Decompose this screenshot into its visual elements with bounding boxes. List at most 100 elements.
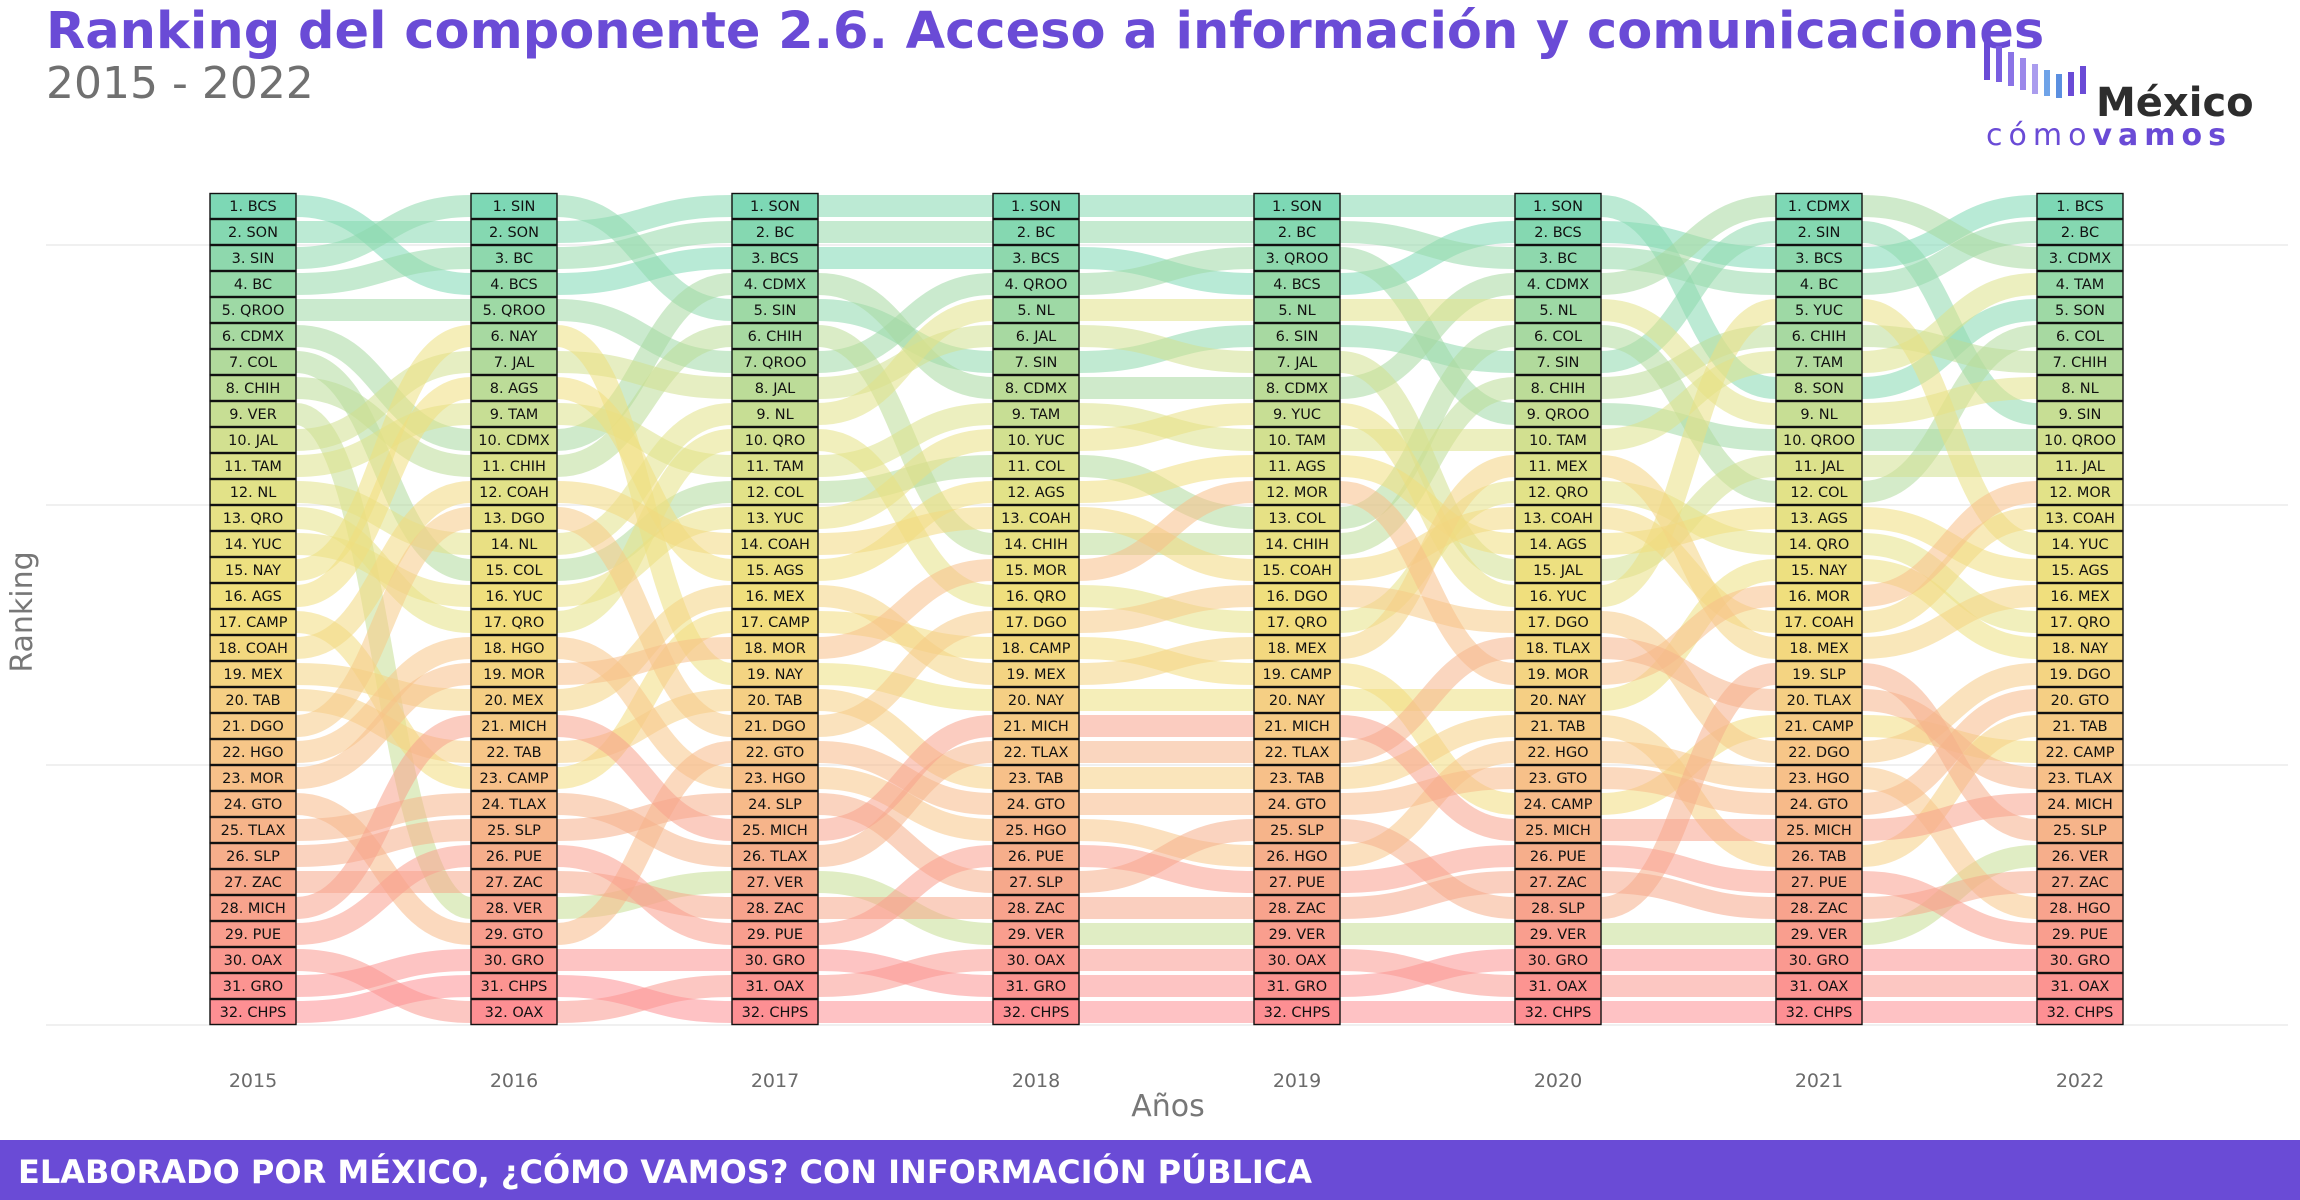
rank-box: [1775, 192, 1863, 220]
rank-box: [731, 374, 819, 402]
rank-box: [992, 478, 1080, 506]
rank-box: [1253, 322, 1341, 350]
rank-label: 12. MOR: [2049, 485, 2111, 501]
rank-label: 17. DGO: [1527, 615, 1588, 631]
rank-box: [1775, 270, 1863, 298]
rank-label: 17. DGO: [1005, 615, 1066, 631]
rank-box: [209, 530, 297, 558]
rank-label: 18. COAH: [218, 641, 288, 657]
rank-label: 8. CHIH: [1531, 381, 1586, 397]
rank-label: 10. QRO: [745, 433, 806, 449]
rank-box: [992, 556, 1080, 584]
rank-label: 29. VER: [1530, 927, 1587, 943]
rank-label: 14. CHIH: [1265, 537, 1329, 553]
rank-box: [470, 634, 558, 662]
rank-box: [731, 296, 819, 324]
rank-box: [1775, 738, 1863, 766]
rank-label: 20. TAB: [225, 693, 280, 709]
ribbon-nl: [210, 298, 2123, 555]
rank-label: 22. HGO: [222, 745, 283, 761]
rank-label: 7. COL: [229, 355, 277, 371]
rank-label: 24. GTO: [224, 797, 283, 813]
rank-box: [470, 218, 558, 246]
rank-box: [1514, 634, 1602, 662]
rank-box: [992, 946, 1080, 974]
rank-label: 17. CAMP: [741, 615, 810, 631]
rank-box: [470, 894, 558, 922]
rank-label: 18. MEX: [1789, 641, 1848, 657]
rank-box: [1775, 634, 1863, 662]
rank-box: [1514, 790, 1602, 818]
rank-label: 4. CDMX: [744, 277, 806, 293]
rank-box: [992, 816, 1080, 844]
rank-label: 26. PUE: [1008, 849, 1064, 865]
column-2017: 1. SON 2. BC 3. BCS 4. CDMX 5. SIN 6. CHIH 7. …: [731, 192, 819, 1026]
rank-box: [1775, 868, 1863, 896]
rank-box: [992, 972, 1080, 1000]
rank-box: [2036, 894, 2124, 922]
rank-label: 16. AGS: [224, 589, 282, 605]
rank-label: 25. SLP: [2053, 823, 2107, 839]
rank-label: 27. SLP: [1009, 875, 1063, 891]
rank-label: 10. QROO: [2044, 433, 2116, 449]
rank-box: [1775, 816, 1863, 844]
rank-box: [209, 764, 297, 792]
rank-label: 21. CAMP: [1785, 719, 1854, 735]
logo-name: México: [2096, 80, 2254, 126]
rank-box: [2036, 556, 2124, 584]
x-tick-label: 2020: [1534, 1070, 1582, 1092]
rank-box: [1253, 478, 1341, 506]
rank-label: 2. BC: [1278, 225, 1316, 241]
logo-tagline: cómovamos: [1986, 118, 2232, 153]
x-tick-label: 2021: [1795, 1070, 1843, 1092]
rank-box: [209, 686, 297, 714]
rank-label: 19. MOR: [483, 667, 545, 683]
rank-box: [1253, 920, 1341, 948]
rank-box: [470, 348, 558, 376]
rank-box: [731, 478, 819, 506]
rank-label: 5. QROO: [483, 303, 546, 319]
rank-box: [992, 582, 1080, 610]
rank-box: [470, 322, 558, 350]
rank-label: 19. DGO: [2049, 667, 2110, 683]
rank-box: [209, 946, 297, 974]
rank-label: 8. JAL: [755, 381, 795, 397]
rank-label: 10. JAL: [228, 433, 278, 449]
rank-box: [470, 426, 558, 454]
rank-box: [1253, 582, 1341, 610]
rank-label: 3. BCS: [1012, 251, 1059, 267]
rank-box: [731, 816, 819, 844]
rank-label: 5. QROO: [222, 303, 285, 319]
rank-label: 30. GRO: [484, 953, 544, 969]
rank-box: [1253, 218, 1341, 246]
rank-label: 15. NAY: [225, 563, 281, 579]
rank-box: [470, 374, 558, 402]
rank-box: [1514, 478, 1602, 506]
rank-label: 32. CHPS: [1525, 1005, 1592, 1021]
rank-box: [1253, 816, 1341, 844]
rank-box: [1514, 452, 1602, 480]
rank-box: [2036, 478, 2124, 506]
rank-box: [1514, 738, 1602, 766]
rank-label: 22. TLAX: [1265, 745, 1330, 761]
rank-label: 16. MEX: [2050, 589, 2109, 605]
rank-box: [2036, 582, 2124, 610]
rank-box: [2036, 296, 2124, 324]
rank-box: [1775, 556, 1863, 584]
rank-label: 2. SON: [228, 225, 278, 241]
rank-label: 14. NL: [491, 537, 538, 553]
rank-label: 25. SLP: [487, 823, 541, 839]
ribbon-son: [210, 194, 2123, 399]
column-2018: 1. SON 2. BC 3. BCS 4. QROO 5. NL 6. JAL 7. SI…: [992, 192, 1080, 1026]
rank-box: [2036, 504, 2124, 532]
rank-box: [470, 608, 558, 636]
column-2015: 1. BCS 2. SON 3. SIN 4. BC 5. QROO 6. CDMX 7. …: [209, 192, 297, 1026]
rank-box: [1253, 738, 1341, 766]
rank-box: [1253, 504, 1341, 532]
rank-box: [470, 556, 558, 584]
rank-label: 30. GRO: [1528, 953, 1588, 969]
x-tick-label: 2018: [1012, 1070, 1060, 1092]
rank-box: [470, 686, 558, 714]
rank-box: [470, 296, 558, 324]
rank-label: 23. TLAX: [2048, 771, 2113, 787]
